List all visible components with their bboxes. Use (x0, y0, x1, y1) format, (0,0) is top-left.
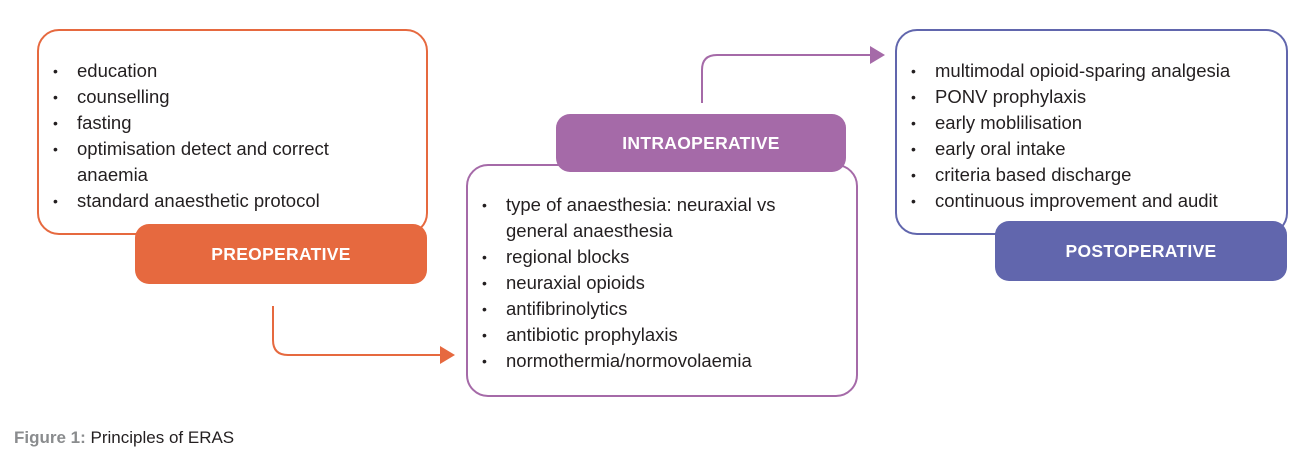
intraoperative-list: type of anaesthesia: neuraxial vs genera… (468, 166, 856, 374)
list-item: standard anaesthetic protocol (39, 188, 396, 214)
caption-text: Principles of ERAS (90, 428, 235, 447)
list-item: criteria based discharge (897, 162, 1270, 188)
postoperative-label: POSTOPERATIVE (995, 221, 1287, 281)
list-item: early oral intake (897, 136, 1270, 162)
list-item: normothermia/normovolaemia (468, 348, 826, 374)
list-item: optimisation detect and correct anaemia (39, 136, 396, 188)
list-item: early moblilisation (897, 110, 1270, 136)
caption-prefix: Figure 1: (14, 428, 86, 447)
list-item: regional blocks (468, 244, 826, 270)
list-item: multimodal opioid-sparing analgesia (897, 58, 1270, 84)
list-item: antifibrinolytics (468, 296, 826, 322)
list-item: antibiotic prophylaxis (468, 322, 826, 348)
postoperative-box: multimodal opioid-sparing analgesiaPONV … (895, 29, 1288, 235)
list-item: education (39, 58, 396, 84)
list-item: counselling (39, 84, 396, 110)
postoperative-list: multimodal opioid-sparing analgesiaPONV … (897, 31, 1286, 214)
list-item: type of anaesthesia: neuraxial vs genera… (468, 192, 826, 244)
preoperative-list: educationcounsellingfastingoptimisation … (39, 31, 426, 214)
preoperative-label: PREOPERATIVE (135, 224, 427, 284)
list-item: PONV prophylaxis (897, 84, 1270, 110)
intraoperative-box: type of anaesthesia: neuraxial vs genera… (466, 164, 858, 397)
preoperative-box: educationcounsellingfastingoptimisation … (37, 29, 428, 235)
intra-to-post-arrowhead (870, 46, 885, 64)
pre-to-intra-arrow (272, 306, 442, 356)
list-item: continuous improvement and audit (897, 188, 1270, 214)
pre-to-intra-arrowhead (440, 346, 455, 364)
figure-caption: Figure 1: Principles of ERAS (14, 428, 234, 448)
list-item: neuraxial opioids (468, 270, 826, 296)
intra-to-post-arrow (701, 54, 872, 103)
list-item: fasting (39, 110, 396, 136)
intraoperative-label: INTRAOPERATIVE (556, 114, 846, 172)
